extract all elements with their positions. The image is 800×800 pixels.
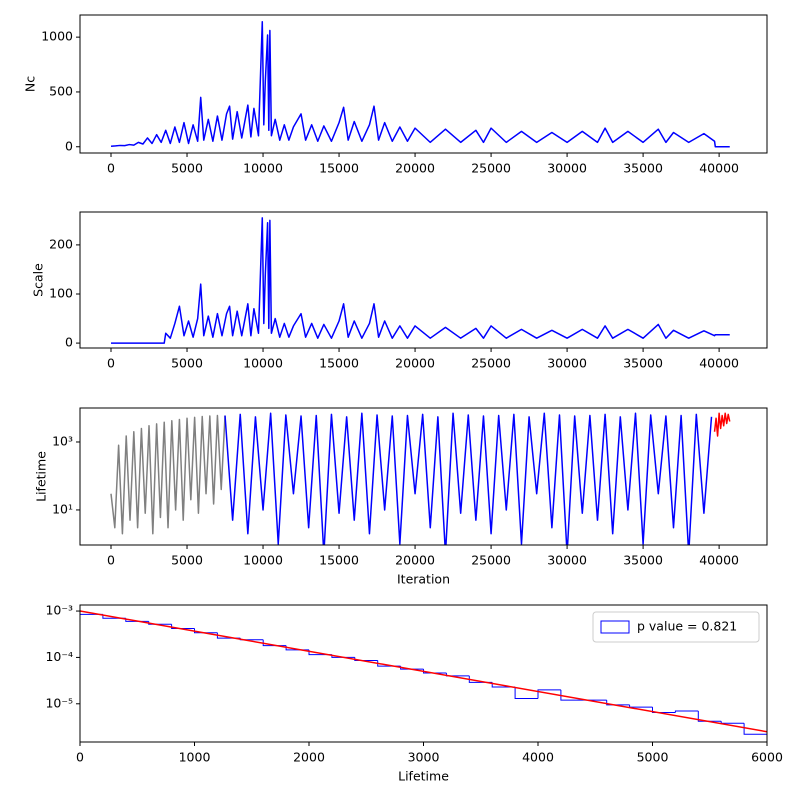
- axes-frame: [79, 604, 768, 743]
- histogram-bin: [629, 704, 653, 708]
- axes-frame: [79, 14, 768, 154]
- x-tick-label: 5000: [171, 161, 203, 176]
- histogram-bin: [720, 721, 745, 724]
- y-tick-label: 10¹: [52, 501, 73, 516]
- x-tick-label: 40000: [699, 356, 739, 371]
- x-tick-label: 25000: [471, 161, 511, 176]
- histogram-bin: [148, 621, 172, 625]
- histogram-bin: [652, 707, 676, 713]
- plot-area: [110, 412, 731, 545]
- histogram-bin: [743, 723, 767, 742]
- x-tick-label: 2000: [293, 750, 325, 765]
- y-axis-label: Scale: [31, 263, 46, 297]
- x-tick-label: 15000: [319, 356, 359, 371]
- plot-area: [111, 217, 730, 344]
- y-tick-label: 200: [49, 236, 73, 251]
- y-tick-label: 0: [65, 335, 73, 350]
- x-tick-label: 15000: [319, 553, 359, 568]
- data-line: [111, 217, 730, 344]
- x-tick-label: 35000: [623, 553, 663, 568]
- x-axis-label: Lifetime: [398, 769, 449, 784]
- x-tick-label: 6000: [751, 750, 783, 765]
- histogram-bin: [354, 657, 378, 661]
- y-tick-label: 0: [65, 138, 73, 153]
- x-tick-label: 3000: [408, 750, 440, 765]
- x-tick-label: 5000: [171, 356, 203, 371]
- x-axis-label: Iteration: [397, 572, 450, 587]
- histogram-bin: [560, 689, 584, 701]
- x-tick-label: 1000: [179, 750, 211, 765]
- y-tick-label: 100: [49, 285, 73, 300]
- histogram-bin: [606, 700, 630, 706]
- x-tick-label: 0: [107, 356, 115, 371]
- x-tick-label: 35000: [623, 356, 663, 371]
- x-tick-label: 20000: [395, 553, 435, 568]
- y-tick-label: 10³: [52, 433, 73, 448]
- plot-area: [110, 21, 730, 148]
- data-line: [224, 412, 713, 545]
- histogram-bin: [674, 710, 699, 713]
- y-tick-label: 10⁻³: [45, 603, 73, 618]
- histogram-bin: [171, 624, 195, 630]
- x-tick-label: 25000: [471, 553, 511, 568]
- panel: 0 5000 10000 15000 20000 25000 30000 35000 40000…: [31, 211, 768, 371]
- x-tick-label: 10000: [243, 161, 283, 176]
- histogram-bin: [80, 613, 103, 742]
- legend-box: [592, 611, 760, 643]
- y-tick-label: 10⁻⁵: [45, 695, 73, 710]
- histogram-bin: [537, 689, 561, 699]
- fit-line: [80, 610, 767, 733]
- x-tick-label: 4000: [522, 750, 554, 765]
- x-tick-label: 30000: [547, 356, 587, 371]
- x-tick-label: 40000: [699, 553, 739, 568]
- x-tick-label: 10000: [243, 356, 283, 371]
- x-tick-label: 15000: [319, 161, 359, 176]
- x-tick-label: 30000: [547, 161, 587, 176]
- x-tick-label: 25000: [471, 356, 511, 371]
- x-tick-label: 10000: [243, 553, 283, 568]
- data-line: [713, 412, 731, 437]
- x-tick-label: 5000: [637, 750, 669, 765]
- x-tick-label: 30000: [547, 553, 587, 568]
- panel: 0 5000 10000 15000 20000 25000 30000 35000 40000…: [34, 407, 768, 587]
- data-line: [110, 21, 730, 148]
- x-tick-label: 35000: [623, 161, 663, 176]
- x-tick-label: 5000: [171, 553, 203, 568]
- plot-area: [80, 610, 767, 742]
- y-axis-label: Nc: [23, 76, 38, 92]
- y-axis-label: Lifetime: [34, 451, 49, 502]
- legend-swatch: [600, 620, 630, 634]
- y-tick-label: 10⁻⁴: [45, 649, 73, 664]
- x-tick-label: 20000: [395, 161, 435, 176]
- x-tick-label: 0: [107, 161, 115, 176]
- x-tick-label: 40000: [699, 161, 739, 176]
- legend-label: p value = 0.821: [637, 619, 737, 634]
- x-tick-label: 0: [76, 750, 84, 765]
- axes-frame: [79, 407, 768, 546]
- data-line: [110, 414, 226, 535]
- y-tick-label: 500: [49, 83, 73, 98]
- y-tick-label: 1000: [41, 29, 73, 44]
- panel: 0 1000 2000 3000 4000 5000 6000 10⁻⁵ 10⁻⁴ 10⁻³ Lif…: [45, 603, 782, 784]
- histogram-bin: [423, 669, 447, 674]
- panel: 0 5000 10000 15000 20000 25000 30000 35000 40000…: [23, 14, 768, 176]
- axes-frame: [79, 211, 768, 349]
- histogram-bin: [194, 628, 218, 634]
- histogram-bin: [514, 687, 538, 700]
- x-tick-label: 20000: [395, 356, 435, 371]
- histogram-bin: [697, 710, 722, 722]
- x-tick-label: 0: [107, 553, 115, 568]
